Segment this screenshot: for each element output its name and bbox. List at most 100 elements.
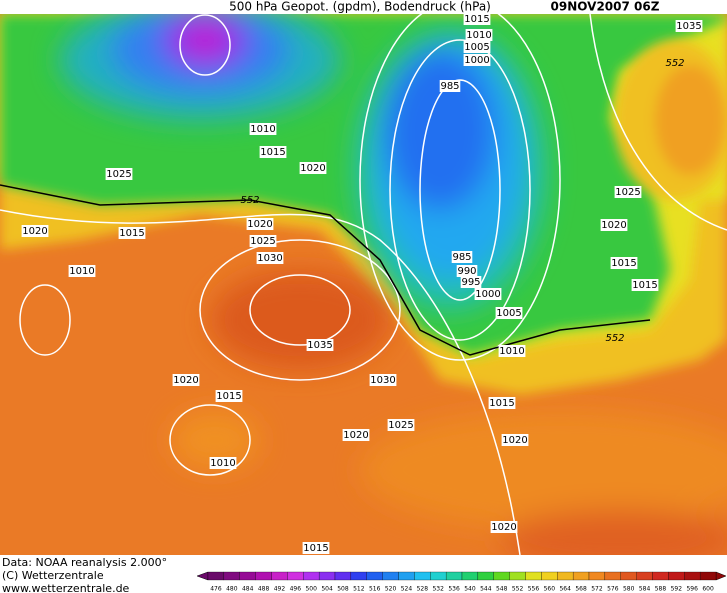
isobar-label: 1020	[601, 220, 626, 231]
colorbar-label: 492	[274, 586, 286, 593]
label-bg	[249, 235, 277, 247]
isobar-label: 1025	[388, 420, 413, 431]
label-bg	[68, 265, 96, 277]
colorbar-cell	[557, 571, 574, 581]
label-bg	[105, 168, 133, 180]
colorbar-cell	[445, 571, 463, 581]
colorbar-cell	[572, 571, 590, 581]
label-bg	[342, 429, 370, 441]
isobar-label: 1015	[119, 228, 144, 239]
isobar-label: 1015	[260, 147, 285, 158]
colorbar-label: 476	[210, 586, 222, 593]
isobar-label: 1025	[106, 169, 131, 180]
colorbar-cell	[493, 571, 510, 581]
isobar-label: 1005	[464, 42, 489, 53]
colorbar-label: 564	[559, 586, 571, 593]
footer-line: (C) Wetterzentrale	[2, 569, 104, 582]
isobar-label: 1020	[173, 375, 198, 386]
colorbar-label: 516	[369, 586, 381, 593]
isobar-label: 1035	[676, 21, 701, 32]
label-bg	[614, 186, 642, 198]
colorbar-cell	[636, 571, 653, 581]
label-bg	[474, 288, 502, 300]
label-bg	[631, 279, 659, 291]
colorbar-label: 544	[480, 586, 492, 593]
label-bg	[299, 162, 327, 174]
isobar-label: 1015	[464, 14, 489, 25]
colorbar-cell	[604, 571, 621, 581]
colorbar-cell	[350, 571, 367, 581]
label-bg	[600, 219, 628, 231]
colorbar-end	[196, 571, 209, 581]
label-bg	[498, 345, 526, 357]
colorbar-label: 556	[528, 586, 540, 593]
colorbar-cell	[668, 571, 685, 581]
isobar-label: 552	[665, 58, 684, 69]
map-title: 500 hPa Geopot. (gpdm), Bodendruck (hPa)	[229, 0, 491, 14]
colorbar-label: 488	[258, 586, 270, 593]
colorbar-cell	[382, 571, 399, 581]
colorbar-end	[715, 571, 727, 581]
isobar-label: 1025	[615, 187, 640, 198]
label-bg	[246, 218, 274, 230]
isobar-label: 552	[605, 333, 624, 344]
isobar-label: 1025	[250, 236, 275, 247]
isobar-label: 985	[440, 81, 459, 92]
colorbar-label: 548	[496, 586, 508, 593]
isobar-label: 1015	[489, 398, 514, 409]
colorbar-cell	[239, 571, 256, 581]
isobar-label: 1035	[307, 340, 332, 351]
colorbar-cell	[366, 571, 383, 581]
label-bg	[256, 252, 284, 264]
colorbar-cell	[207, 571, 225, 581]
label-bg	[172, 374, 200, 386]
colorbar-label: 584	[639, 586, 651, 593]
colorbar-cell	[223, 571, 240, 581]
colorbar-label: 500	[305, 586, 317, 593]
label-bg	[460, 276, 482, 288]
colorbar-label: 536	[448, 586, 460, 593]
contour-552	[0, 184, 651, 356]
isobar-label: 1015	[303, 543, 328, 554]
label-bg	[249, 123, 277, 135]
isobar-label: 1020	[343, 430, 368, 441]
colorbar-label: 552	[512, 586, 524, 593]
colorbar-cell	[588, 571, 606, 581]
colorbar-label: 600	[702, 586, 714, 593]
colorbar-cell	[271, 571, 288, 581]
map-field	[0, 14, 727, 555]
isobar-label: 1020	[502, 435, 527, 446]
colorbar-cell	[461, 571, 479, 581]
label-bg	[259, 146, 287, 158]
label-bg	[610, 257, 638, 269]
isobar-label: 552	[240, 195, 259, 206]
label-bg	[495, 307, 523, 319]
colorbar-cell	[255, 571, 272, 581]
isobar-label: 990	[457, 266, 476, 277]
isobar-labels: 1015101010051000985101010151020102555210…	[21, 13, 703, 554]
label-bg	[675, 20, 703, 32]
isobar-label: 1010	[499, 346, 524, 357]
colorbar-label: 572	[591, 586, 603, 593]
isobar-label: 1015	[632, 280, 657, 291]
colorbar-cell	[699, 571, 717, 581]
label-bg	[215, 390, 243, 402]
isobar-label: 1015	[216, 391, 241, 402]
colorbar-cell	[287, 571, 304, 581]
colorbar-cell	[334, 571, 352, 581]
colorbar-label: 568	[575, 586, 587, 593]
colorbar-cell	[477, 571, 494, 581]
isobar-label: 1030	[370, 375, 395, 386]
isobar-label: 1020	[300, 163, 325, 174]
isobars	[0, 14, 727, 555]
label-bg	[490, 521, 518, 533]
colorbar-cell	[525, 571, 542, 581]
colorbar-cell	[318, 571, 336, 581]
label-bg	[463, 54, 491, 66]
colorbar-label: 512	[353, 586, 365, 593]
label-bg	[439, 80, 461, 92]
colorbar-label: 588	[655, 586, 667, 593]
footer-line: www.wetterzentrale.de	[2, 582, 130, 593]
colorbar-label: 576	[607, 586, 619, 593]
